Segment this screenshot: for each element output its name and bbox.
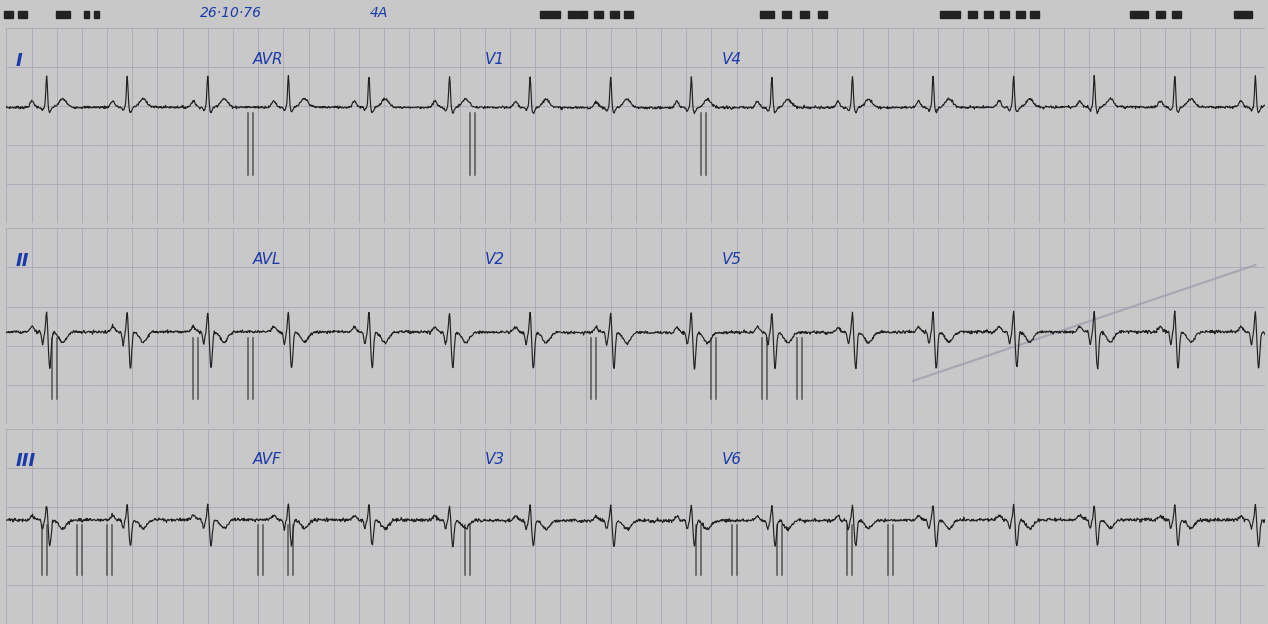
Text: V3: V3 xyxy=(484,452,505,467)
Bar xyxy=(94,11,99,18)
Bar xyxy=(56,11,70,18)
Bar xyxy=(540,11,560,18)
Text: V1: V1 xyxy=(484,52,505,67)
Bar xyxy=(568,11,577,18)
Text: II: II xyxy=(15,252,29,270)
Text: V6: V6 xyxy=(721,452,742,467)
Bar xyxy=(1030,11,1038,18)
Bar xyxy=(967,11,978,18)
Bar xyxy=(984,11,993,18)
Text: V4: V4 xyxy=(721,52,742,67)
Bar xyxy=(578,11,587,18)
Bar xyxy=(1016,11,1025,18)
Bar xyxy=(84,11,89,18)
Bar xyxy=(624,11,633,18)
Bar xyxy=(1234,11,1252,18)
Bar xyxy=(760,11,773,18)
Text: I: I xyxy=(15,52,22,69)
Bar xyxy=(782,11,791,18)
Text: III: III xyxy=(15,452,36,470)
Text: AVR: AVR xyxy=(254,52,284,67)
Text: V5: V5 xyxy=(721,252,742,267)
Text: 4A: 4A xyxy=(370,6,388,20)
Bar xyxy=(1172,11,1181,18)
Text: AVF: AVF xyxy=(254,452,281,467)
Bar xyxy=(18,11,27,18)
Bar xyxy=(1130,11,1148,18)
Text: V2: V2 xyxy=(484,252,505,267)
Text: AVL: AVL xyxy=(254,252,281,267)
Bar xyxy=(1156,11,1165,18)
Text: 26·10·76: 26·10·76 xyxy=(200,6,262,20)
Bar xyxy=(610,11,619,18)
Bar xyxy=(593,11,604,18)
Bar xyxy=(818,11,827,18)
Bar xyxy=(940,11,960,18)
Bar xyxy=(4,11,13,18)
Bar xyxy=(1000,11,1009,18)
Bar xyxy=(800,11,809,18)
